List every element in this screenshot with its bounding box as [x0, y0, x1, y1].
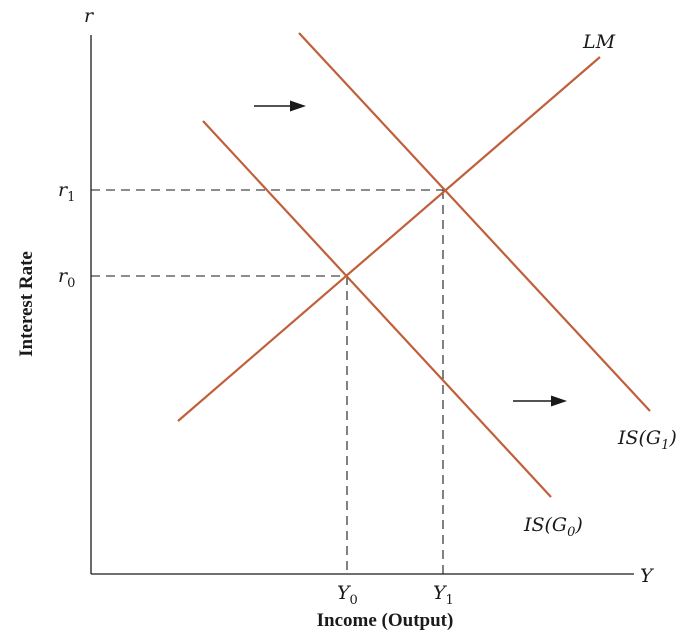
tick-r1: r1 — [58, 179, 75, 205]
x-axis-symbol: Y — [640, 565, 655, 587]
y-axis-symbol: r — [84, 5, 95, 27]
is-g0-curve — [202, 120, 552, 498]
tick-y1: Y1 — [433, 582, 454, 608]
is-g1-label: IS(G1) — [617, 427, 677, 453]
is-g1-curve — [298, 32, 651, 412]
tick-r0: r0 — [58, 265, 75, 291]
tick-y0: Y0 — [337, 582, 358, 608]
shift-arrow-upper — [254, 100, 306, 112]
lm-label: LM — [582, 31, 616, 53]
lm-curve — [177, 56, 601, 422]
is-g0-label: IS(G0) — [523, 514, 583, 540]
x-axis-title: Income (Output) — [317, 610, 454, 631]
y-axis-title: Interest Rate — [16, 251, 37, 357]
shift-arrow-lower — [513, 395, 567, 407]
